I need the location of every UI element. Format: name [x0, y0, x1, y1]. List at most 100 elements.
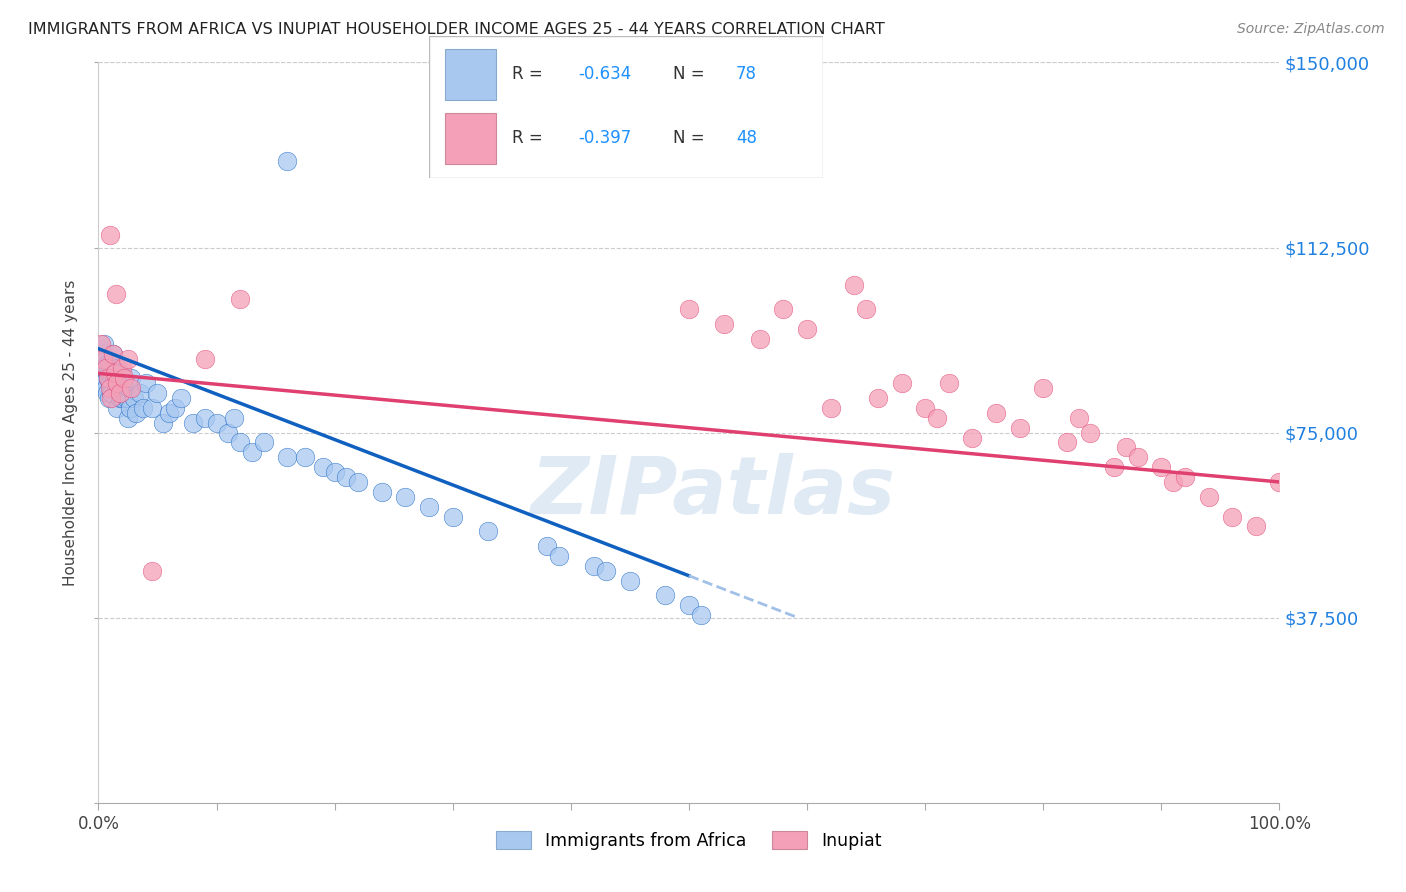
Point: [477, 524, 499, 539]
Point: [294, 450, 316, 465]
Point: [94, 361, 117, 376]
Text: 78: 78: [735, 65, 756, 83]
Point: [925, 410, 948, 425]
Text: -0.397: -0.397: [578, 129, 631, 147]
Point: [312, 460, 335, 475]
Point: [1067, 410, 1090, 425]
Legend: Immigrants from Africa, Inupiat: Immigrants from Africa, Inupiat: [489, 824, 889, 857]
Point: [117, 351, 139, 366]
Point: [128, 386, 150, 401]
Point: [101, 346, 124, 360]
Point: [111, 391, 134, 405]
Point: [108, 367, 131, 381]
Point: [1244, 519, 1267, 533]
Point: [152, 416, 174, 430]
Point: [984, 406, 1007, 420]
Point: [94, 351, 117, 366]
Point: [98, 367, 121, 381]
Point: [108, 386, 131, 401]
Text: R =: R =: [512, 65, 547, 83]
Point: [654, 589, 676, 603]
Point: [121, 371, 143, 385]
Point: [1198, 490, 1220, 504]
FancyBboxPatch shape: [429, 36, 823, 178]
Point: [89, 361, 111, 376]
Point: [890, 376, 912, 391]
Text: ZIPatlas: ZIPatlas: [530, 453, 896, 531]
Point: [441, 509, 464, 524]
Point: [229, 293, 252, 307]
Point: [111, 361, 134, 376]
Point: [229, 435, 252, 450]
Point: [91, 351, 114, 366]
Point: [98, 376, 121, 391]
Point: [1008, 420, 1031, 434]
Point: [112, 371, 135, 385]
Point: [141, 401, 163, 415]
Point: [97, 361, 120, 376]
Text: R =: R =: [512, 129, 547, 147]
Point: [181, 416, 204, 430]
FancyBboxPatch shape: [444, 112, 496, 164]
Point: [678, 599, 700, 613]
Point: [90, 342, 112, 356]
Point: [97, 371, 120, 385]
Point: [121, 381, 143, 395]
Point: [748, 332, 770, 346]
Point: [1080, 425, 1102, 440]
Point: [253, 435, 276, 450]
Point: [117, 391, 139, 405]
Point: [1220, 509, 1243, 524]
Point: [97, 371, 120, 385]
Point: [135, 376, 157, 391]
Point: [100, 386, 122, 401]
Point: [713, 317, 735, 331]
Point: [938, 376, 960, 391]
Point: [105, 287, 128, 301]
Point: [91, 376, 114, 391]
Point: [1032, 381, 1054, 395]
Point: [103, 371, 125, 385]
Point: [98, 381, 121, 395]
Point: [120, 401, 142, 415]
Point: [91, 351, 114, 366]
Point: [1102, 460, 1125, 475]
Point: [98, 391, 121, 405]
Point: [276, 450, 298, 465]
Point: [820, 401, 842, 415]
Point: [132, 401, 155, 415]
Point: [93, 336, 115, 351]
Point: [114, 391, 136, 405]
Point: [194, 351, 217, 366]
Point: [90, 367, 112, 381]
Point: [1126, 450, 1149, 465]
Point: [536, 539, 558, 553]
Point: [194, 410, 217, 425]
Point: [118, 381, 141, 395]
Point: [105, 381, 128, 395]
Point: [855, 302, 877, 317]
Point: [90, 336, 112, 351]
Point: [583, 558, 606, 573]
Point: [276, 154, 298, 169]
Point: [105, 401, 128, 415]
Point: [217, 425, 239, 440]
Point: [100, 391, 122, 405]
Point: [96, 386, 118, 401]
Point: [619, 574, 641, 588]
Point: [112, 386, 135, 401]
Point: [141, 564, 163, 578]
Point: [125, 406, 148, 420]
Point: [157, 406, 180, 420]
FancyBboxPatch shape: [444, 48, 496, 100]
Point: [105, 376, 128, 391]
Point: [104, 376, 127, 391]
Text: IMMIGRANTS FROM AFRICA VS INUPIAT HOUSEHOLDER INCOME AGES 25 - 44 YEARS CORRELAT: IMMIGRANTS FROM AFRICA VS INUPIAT HOUSEH…: [28, 22, 884, 37]
Point: [224, 410, 246, 425]
Point: [91, 371, 114, 385]
Point: [1174, 470, 1197, 484]
Point: [595, 564, 617, 578]
Point: [1150, 460, 1173, 475]
Point: [844, 277, 866, 292]
Point: [122, 391, 145, 405]
